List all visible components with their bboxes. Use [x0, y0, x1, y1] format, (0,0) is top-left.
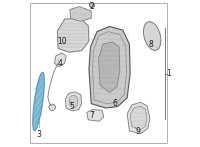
Text: 8: 8 — [148, 40, 153, 49]
Polygon shape — [130, 106, 147, 130]
Polygon shape — [57, 18, 89, 52]
Polygon shape — [54, 53, 66, 67]
Polygon shape — [87, 110, 104, 121]
Polygon shape — [70, 7, 91, 21]
Text: 3: 3 — [37, 130, 41, 139]
Text: 6: 6 — [112, 99, 117, 108]
Text: 7: 7 — [89, 111, 94, 120]
Text: 4: 4 — [57, 59, 62, 69]
Text: 5: 5 — [69, 102, 74, 111]
Polygon shape — [65, 92, 82, 111]
Text: 2: 2 — [90, 2, 94, 11]
Polygon shape — [33, 72, 44, 131]
Circle shape — [49, 104, 55, 111]
Polygon shape — [90, 2, 94, 8]
Polygon shape — [89, 26, 130, 108]
Polygon shape — [143, 22, 161, 50]
Polygon shape — [99, 42, 120, 93]
Text: 1: 1 — [166, 69, 171, 78]
Text: 10: 10 — [58, 37, 67, 46]
Ellipse shape — [69, 95, 78, 108]
Text: 9: 9 — [135, 127, 140, 136]
Polygon shape — [127, 102, 150, 134]
